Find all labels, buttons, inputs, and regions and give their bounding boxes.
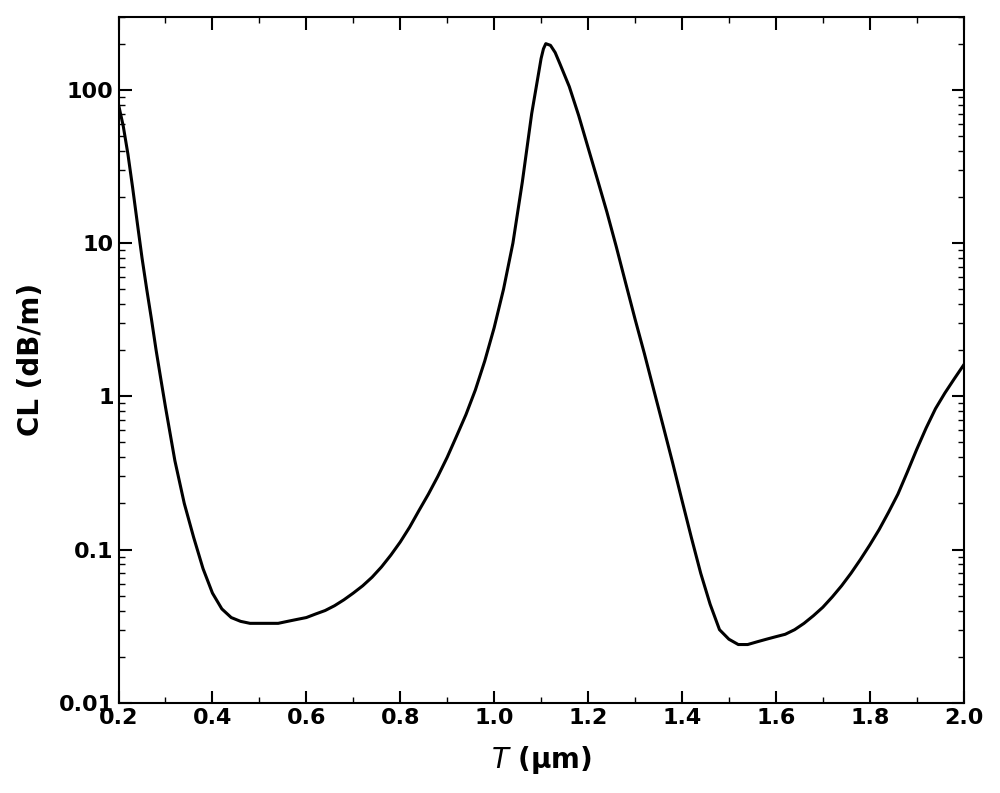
X-axis label: $T$ (μm): $T$ (μm) <box>491 745 592 776</box>
Y-axis label: CL (dB/m): CL (dB/m) <box>17 283 45 436</box>
